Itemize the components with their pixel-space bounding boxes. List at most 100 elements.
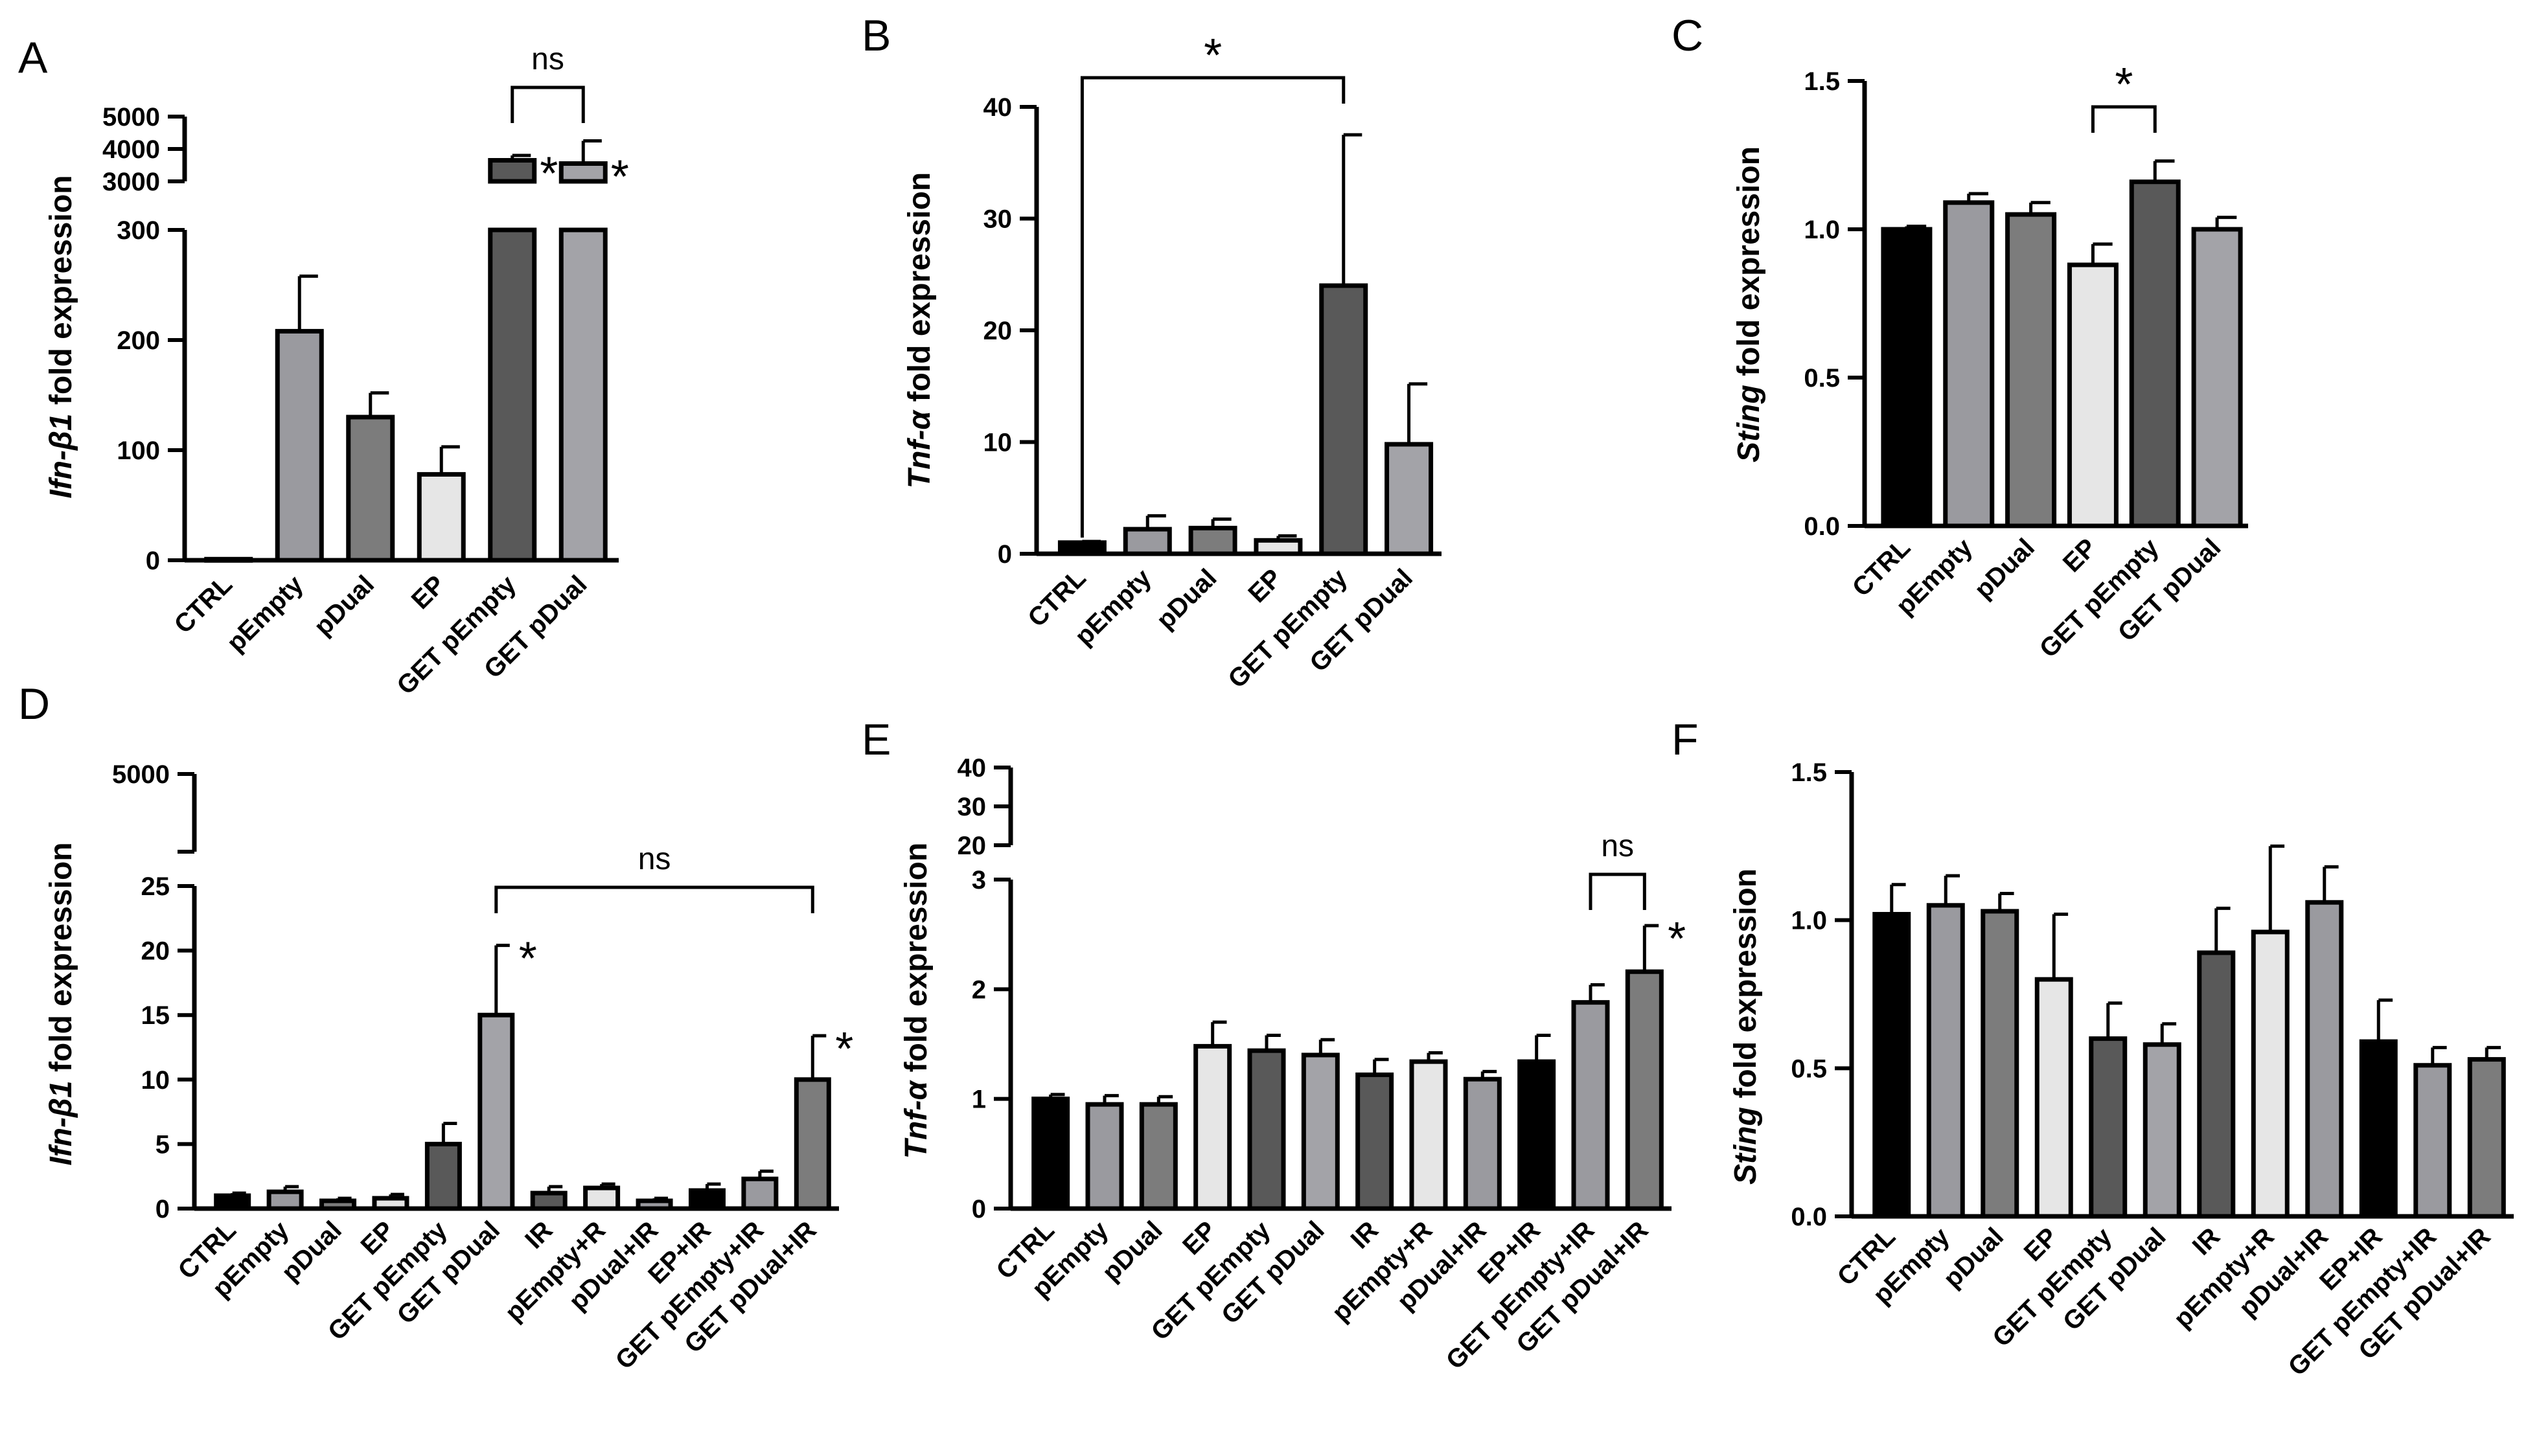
y-axis-label-gene: Sting [1732,385,1766,462]
x-tick-label: EP [406,570,451,615]
bar [1625,969,1664,1211]
bar [794,1077,831,1211]
bar [214,1193,251,1211]
y-tick-label: 5 [155,1130,170,1159]
y-tick-label: 0 [155,1195,170,1223]
y-axis-label-gene: Sting [1729,1107,1763,1185]
y-tick-label: 2 [972,975,986,1004]
bar [688,1188,726,1211]
y-axis-label: Ifn-β1 fold expression [44,175,78,498]
bar [372,1196,409,1211]
bar [204,556,253,563]
bar [1872,912,1911,1219]
y-axis-label: Tnf-α fold expression [902,172,937,488]
bar [1031,1097,1070,1211]
bracket-star-label: * [2115,59,2133,111]
bar [1517,1059,1556,1211]
significance-bracket [2091,105,2157,133]
x-tick-label: EP [355,1216,400,1260]
y-tick-label: 25 [141,872,170,901]
x-tick-label: EP [2019,1222,2063,1267]
y-tick-label: 40 [983,93,1013,122]
bar [275,328,324,563]
bar [1301,1052,1340,1211]
x-tick-label: pDual [308,570,380,641]
significance-star: * [519,933,537,985]
x-tick-label: EP [1177,1216,1222,1260]
significance-bracket [1589,872,1646,910]
bar [346,415,395,563]
x-tick-label: IR [1346,1216,1384,1254]
y-tick-label: 10 [983,429,1013,457]
y-tick-label: 1.0 [1791,907,1827,935]
bar [1385,442,1434,556]
bar [477,1012,515,1211]
significance-bracket [494,885,814,913]
bar [2413,1063,2452,1219]
y-tick-label: 100 [117,437,160,465]
bar [488,158,537,184]
y-tick-label: 3000 [102,168,160,196]
y-axis-label-gene: Ifn-β1 [44,1080,78,1165]
bar [558,227,608,563]
bar [2005,212,2057,529]
significance-bracket [511,85,585,123]
x-tick-label: pEmpty [222,570,309,657]
bar [1463,1076,1502,1211]
panel-letter: B [862,11,891,60]
significance-star: * [1668,913,1686,965]
y-axis-label: Tnf-α fold expression [899,843,934,1159]
panel-letter: E [862,715,891,764]
bar [1085,1102,1124,1211]
bar [2197,950,2236,1219]
y-tick-label: 0.5 [1791,1054,1827,1083]
bar [2359,1039,2398,1219]
y-axis-label-rest: fold expression [1729,869,1763,1107]
bar [1319,283,1368,556]
significance-star: * [835,1023,853,1075]
bar [1943,200,1995,529]
panel-a: A Ifn-β1 fold expression 0 100 200 300 3000 400… [18,33,629,700]
x-tick-label: CTRL [169,570,238,639]
y-tick-label: 0 [972,1195,986,1223]
y-tick-label: 0.0 [1804,512,1840,541]
y-axis-label-gene: Tnf-α [902,409,937,489]
y-tick-label: 15 [141,1001,170,1030]
bar [636,1198,673,1211]
bar [2143,1042,2181,1219]
bar [2467,1057,2506,1219]
x-tick-label: IR [2187,1222,2225,1260]
panel-letter: D [18,679,50,729]
y-axis-label: Sting fold expression [1729,869,1763,1185]
bar [741,1176,779,1211]
bracket-star-label: * [1204,30,1222,82]
y-axis-label-gene: Tnf-α [899,1080,934,1159]
bar [319,1198,357,1211]
y-axis-label-gene: Ifn-β1 [44,413,78,498]
y-axis-label-rest: fold expression [44,842,78,1080]
y-tick-label: 20 [958,832,987,860]
x-tick-label: pDual [1938,1222,2009,1293]
bar [2067,262,2119,529]
significance-star: * [611,152,629,203]
y-axis-label-rest: fold expression [899,843,934,1081]
y-axis-label: Sting fold expression [1732,146,1766,462]
bar [1254,538,1303,556]
bar [1926,903,1965,1219]
y-tick-label: 20 [983,317,1013,345]
bar [1881,227,1933,529]
y-axis-label-rest: fold expression [44,175,78,413]
bar [2251,929,2290,1219]
bar [558,161,608,184]
bar [424,1141,462,1211]
bar [1409,1059,1448,1211]
y-tick-label: 10 [141,1066,170,1095]
y-tick-label: 1.0 [1804,216,1840,244]
bar [2305,900,2344,1219]
y-tick-label: 20 [141,937,170,966]
bar [1139,1102,1178,1211]
bar [266,1189,304,1211]
bar [1247,1048,1286,1211]
